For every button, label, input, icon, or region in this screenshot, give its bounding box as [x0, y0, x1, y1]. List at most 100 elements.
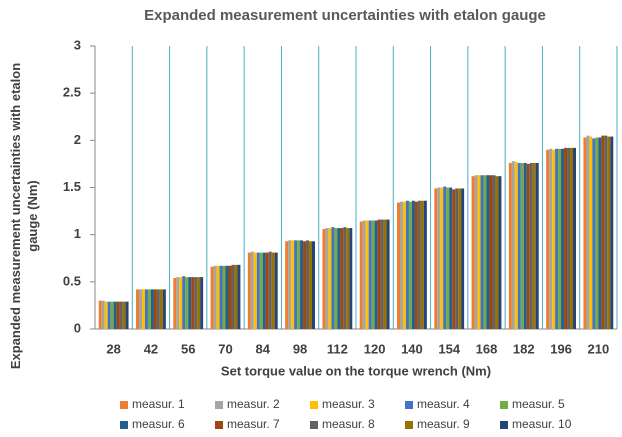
bar [179, 277, 183, 329]
bar [368, 220, 372, 329]
bar [610, 136, 614, 329]
bar [365, 220, 369, 329]
bar [216, 265, 220, 329]
bar [446, 187, 450, 329]
bar [98, 300, 102, 329]
legend-label: measur. 10 [512, 417, 572, 431]
legend-label: measur. 1 [132, 397, 185, 411]
x-tick-label: 70 [218, 341, 232, 356]
bar [288, 240, 292, 329]
legend-label: measur. 4 [417, 397, 470, 411]
bar [362, 220, 366, 329]
bar [434, 188, 438, 329]
legend-swatch [405, 421, 413, 429]
legend-swatch [310, 421, 318, 429]
bar [219, 265, 223, 329]
bar [250, 251, 254, 329]
bar [405, 200, 409, 329]
bar [285, 241, 289, 329]
bar [349, 228, 353, 329]
bar [328, 228, 332, 329]
bar [188, 277, 192, 329]
bar [495, 176, 499, 329]
bar [162, 289, 166, 329]
bar [274, 252, 278, 329]
x-tick-label: 56 [181, 341, 195, 356]
bar [420, 200, 424, 329]
legend-swatch [500, 401, 508, 409]
bar [511, 161, 515, 329]
x-tick-label: 84 [256, 341, 271, 356]
legend-label: measur. 7 [227, 417, 280, 431]
bar [122, 301, 126, 329]
bar [144, 289, 148, 329]
bar [523, 162, 527, 329]
bar [589, 136, 593, 329]
bar [300, 240, 304, 329]
bar [411, 200, 415, 329]
x-tick-label: 42 [144, 341, 158, 356]
bar [477, 175, 481, 329]
bar [225, 265, 229, 329]
legend-label: measur. 3 [322, 397, 375, 411]
x-tick-label: 196 [550, 341, 572, 356]
bar [141, 289, 145, 329]
bar [573, 147, 576, 329]
legend-label: measur. 9 [417, 417, 470, 431]
bar [452, 189, 456, 329]
x-tick-label: 168 [476, 341, 498, 356]
bar [592, 138, 596, 329]
y-tick-label: 0 [74, 320, 81, 335]
bar [343, 227, 347, 329]
bar [377, 219, 381, 329]
bar [237, 264, 241, 329]
bar [259, 252, 263, 329]
y-axis-label: Expanded measurement uncertainties with … [8, 62, 40, 370]
bar [147, 289, 151, 329]
x-axis-label: Set torque value on the torque wrench (N… [221, 363, 491, 378]
bar [337, 228, 341, 329]
legend-label: measur. 2 [227, 397, 280, 411]
bar [125, 301, 129, 329]
bar [271, 252, 275, 329]
bar [489, 175, 493, 329]
bar [210, 266, 214, 329]
bar [402, 201, 406, 329]
legend-swatch [405, 401, 413, 409]
bar [480, 175, 484, 329]
bar [492, 175, 496, 329]
bar [113, 301, 117, 329]
bar [153, 289, 157, 329]
bar [234, 264, 238, 329]
bar [483, 175, 487, 329]
chart-title: Expanded measurement uncertainties with … [144, 7, 546, 24]
bar [520, 162, 524, 329]
bar [408, 201, 412, 329]
legend-swatch [500, 421, 508, 429]
bar [346, 228, 350, 329]
x-tick-label: 120 [364, 341, 386, 356]
bar [471, 176, 475, 329]
legend-swatch [215, 401, 223, 409]
bar [322, 229, 326, 329]
bar [173, 278, 177, 329]
bar [303, 241, 307, 329]
x-tick-label: 154 [438, 341, 460, 356]
legend-swatch [215, 421, 223, 429]
bar [256, 252, 260, 329]
bar [101, 300, 105, 329]
y-tick-label: 3 [74, 37, 81, 52]
bar [498, 176, 502, 329]
bar [474, 175, 478, 329]
bar [555, 148, 559, 329]
x-tick-label: 182 [513, 341, 535, 356]
y-tick-label: 2 [74, 132, 81, 147]
bar [458, 188, 462, 329]
legend-swatch [310, 401, 318, 409]
bar [176, 277, 180, 329]
bar [380, 219, 384, 329]
bar [331, 227, 335, 329]
bar [247, 252, 251, 329]
